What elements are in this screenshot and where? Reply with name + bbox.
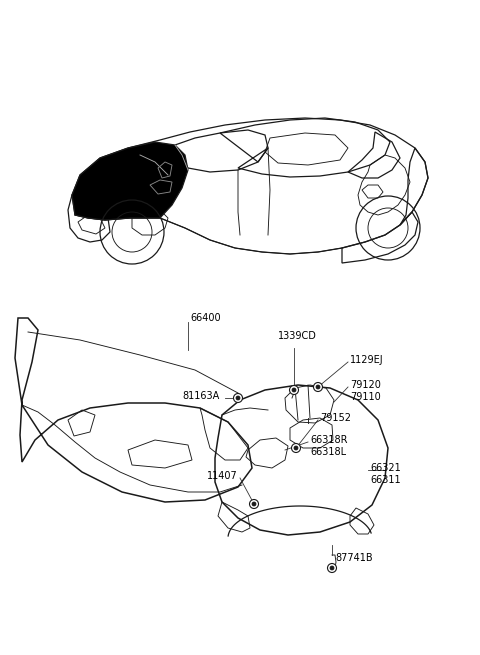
Text: 66318R: 66318R: [310, 435, 348, 445]
Circle shape: [252, 502, 256, 506]
Text: 1129EJ: 1129EJ: [350, 355, 384, 365]
Circle shape: [250, 500, 259, 508]
Text: 79110: 79110: [350, 392, 381, 402]
Circle shape: [233, 394, 242, 403]
Circle shape: [292, 388, 296, 392]
Text: 66321: 66321: [370, 463, 401, 473]
Polygon shape: [72, 142, 188, 220]
Text: 1339CD: 1339CD: [278, 331, 317, 341]
Text: 66400: 66400: [190, 313, 221, 323]
Circle shape: [327, 563, 336, 572]
Text: 11407: 11407: [207, 471, 238, 481]
Circle shape: [330, 566, 334, 570]
Circle shape: [291, 443, 300, 453]
Circle shape: [236, 396, 240, 400]
Text: 79120: 79120: [350, 380, 381, 390]
Text: 79152: 79152: [320, 413, 351, 423]
Text: 66311: 66311: [370, 475, 401, 485]
Text: 66318L: 66318L: [310, 447, 346, 457]
Circle shape: [316, 385, 320, 389]
Circle shape: [313, 383, 323, 392]
Text: 81163A: 81163A: [183, 391, 220, 401]
Text: 87741B: 87741B: [335, 553, 372, 563]
Circle shape: [294, 446, 298, 450]
Circle shape: [289, 386, 299, 394]
